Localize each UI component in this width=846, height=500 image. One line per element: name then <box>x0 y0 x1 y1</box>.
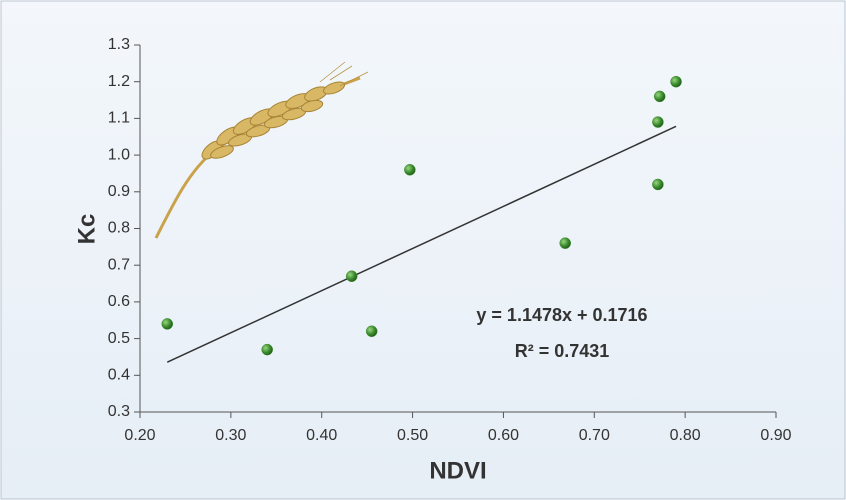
wheat-illustration <box>154 61 369 239</box>
y-axis-title: Kc <box>73 214 100 245</box>
equation-annotation: y = 1.1478x + 0.1716 <box>476 305 647 325</box>
y-tick-label: 0.8 <box>108 220 130 237</box>
x-tick-label: 0.70 <box>579 427 610 444</box>
x-tick-label: 0.60 <box>488 427 519 444</box>
data-point <box>653 90 666 103</box>
y-tick-label: 0.7 <box>108 256 130 273</box>
y-tick-label: 0.5 <box>108 330 130 347</box>
y-tick-label: 1.0 <box>108 146 130 163</box>
y-tick-label: 1.3 <box>108 36 130 53</box>
data-point <box>670 75 682 88</box>
x-tick-label: 0.50 <box>397 427 428 444</box>
y-tick-label: 1.2 <box>108 73 130 90</box>
trendline <box>166 125 677 363</box>
x-tick-label: 0.20 <box>124 427 155 444</box>
x-tick-label: 0.30 <box>215 427 246 444</box>
data-point <box>345 270 358 282</box>
data-point <box>404 164 416 176</box>
r-squared-annotation: R² = 0.7431 <box>515 341 610 361</box>
x-tick-label: 0.40 <box>306 427 337 444</box>
data-point <box>652 178 664 191</box>
x-tick-label: 0.90 <box>760 427 791 444</box>
data-point <box>559 237 571 249</box>
data-point <box>161 318 174 330</box>
x-axis-title: NDVI <box>429 457 486 484</box>
y-tick-label: 0.4 <box>108 367 130 384</box>
y-tick-label: 0.9 <box>108 183 130 200</box>
data-point <box>652 116 664 128</box>
y-tick-label: 0.3 <box>108 403 130 420</box>
data-point <box>365 325 378 338</box>
x-tick-label: 0.80 <box>670 427 701 444</box>
y-tick-label: 0.6 <box>108 293 130 310</box>
y-tick-label: 1.1 <box>108 110 130 127</box>
data-point <box>261 343 273 356</box>
